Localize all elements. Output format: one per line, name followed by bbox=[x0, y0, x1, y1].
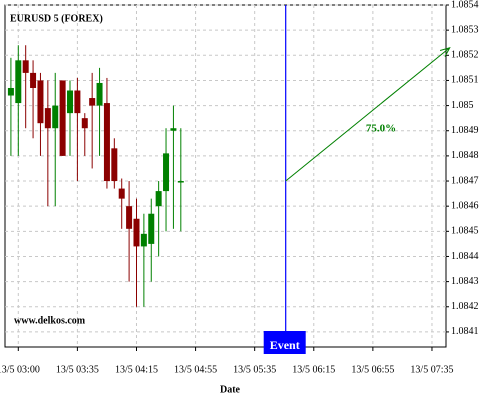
x-tick-label: 13/5 06:55 bbox=[351, 364, 394, 375]
y-tick-label: 1.0851 bbox=[451, 75, 479, 86]
y-tick-label: 1.0853 bbox=[451, 24, 479, 35]
candle-body bbox=[177, 181, 184, 183]
x-tick-label: 13/5 04:55 bbox=[174, 364, 217, 375]
arrow-head bbox=[439, 46, 451, 57]
candle-body bbox=[140, 233, 147, 247]
event-box bbox=[263, 331, 306, 354]
event-label: Event bbox=[270, 338, 300, 352]
x-tick-label: 13/5 03:00 bbox=[0, 364, 40, 375]
candle-body bbox=[96, 82, 103, 106]
y-tick-label: 1.0845 bbox=[451, 226, 479, 237]
candle-body bbox=[89, 98, 96, 106]
candle-body bbox=[7, 87, 14, 96]
candle-body bbox=[155, 191, 162, 207]
candle-body bbox=[67, 90, 74, 114]
candle-body bbox=[22, 60, 29, 73]
candle-body bbox=[15, 60, 22, 104]
chart-title: EURUSD 5 (FOREX) bbox=[10, 13, 103, 24]
y-tick-label: 1.0842 bbox=[451, 301, 479, 312]
candle-body bbox=[170, 128, 177, 131]
candle-body bbox=[163, 153, 170, 192]
x-tick-label: 13/5 04:15 bbox=[115, 364, 158, 375]
candle-body bbox=[37, 80, 44, 124]
candle-body bbox=[118, 188, 125, 199]
y-tick-label: 1.0849 bbox=[451, 125, 479, 136]
x-tick-label: 13/5 05:35 bbox=[233, 364, 276, 375]
y-tick-label: 1.085 bbox=[451, 100, 474, 111]
y-tick-label: 1.0852 bbox=[451, 50, 479, 61]
candle-body bbox=[30, 72, 37, 88]
watermark: www.delkos.com bbox=[14, 315, 86, 326]
candle-body bbox=[111, 148, 118, 182]
x-tick-label: 13/5 07:35 bbox=[410, 364, 453, 375]
x-tick-label: 13/5 06:15 bbox=[292, 364, 335, 375]
candle-body bbox=[52, 105, 59, 129]
candle-body bbox=[44, 108, 51, 129]
candle-body bbox=[81, 118, 88, 129]
candle-body bbox=[133, 218, 140, 247]
candle-body bbox=[126, 206, 133, 229]
candle-body bbox=[74, 90, 81, 114]
y-tick-label: 1.0844 bbox=[451, 251, 479, 262]
y-tick-label: 1.0854 bbox=[451, 0, 479, 10]
y-tick-label: 1.0841 bbox=[451, 326, 479, 337]
projection-arrow bbox=[285, 47, 451, 182]
candle-body bbox=[148, 213, 155, 244]
x-axis-title: Date bbox=[220, 384, 241, 395]
candle-body bbox=[103, 103, 110, 182]
projection-label: 75.0% bbox=[366, 123, 396, 135]
y-tick-label: 1.0846 bbox=[451, 200, 479, 211]
y-tick-label: 1.0843 bbox=[451, 276, 479, 287]
y-tick-label: 1.0848 bbox=[451, 150, 479, 161]
plot-area bbox=[4, 4, 447, 348]
x-tick-label: 13/5 03:35 bbox=[56, 364, 99, 375]
y-tick-label: 1.0847 bbox=[451, 175, 479, 186]
candle-body bbox=[59, 80, 66, 156]
